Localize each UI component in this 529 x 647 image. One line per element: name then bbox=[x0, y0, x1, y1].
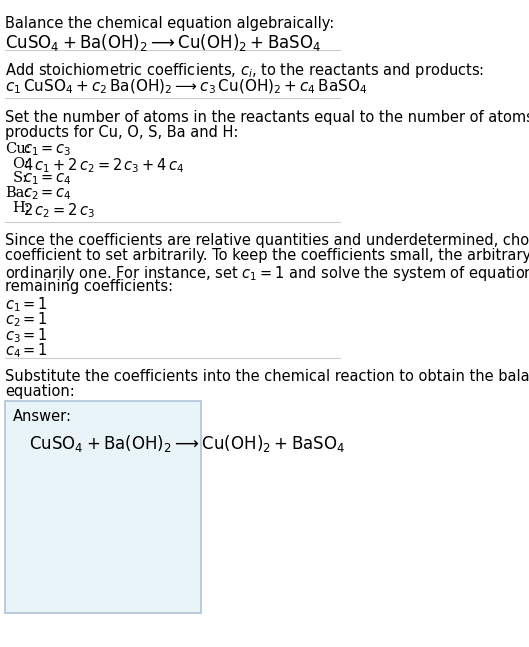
Text: products for Cu, O, S, Ba and H:: products for Cu, O, S, Ba and H: bbox=[5, 125, 238, 140]
Text: $4\,c_1 + 2\,c_2 = 2\,c_3 + 4\,c_4$: $4\,c_1 + 2\,c_2 = 2\,c_3 + 4\,c_4$ bbox=[23, 157, 184, 175]
Text: Cu:: Cu: bbox=[5, 142, 31, 156]
Text: Set the number of atoms in the reactants equal to the number of atoms in the: Set the number of atoms in the reactants… bbox=[5, 109, 529, 125]
Text: $c_1 = 1$: $c_1 = 1$ bbox=[5, 295, 48, 314]
Text: $c_3 = 1$: $c_3 = 1$ bbox=[5, 326, 48, 345]
Text: $c_2 = c_4$: $c_2 = c_4$ bbox=[23, 186, 71, 202]
Text: equation:: equation: bbox=[5, 384, 75, 399]
Text: $c_1 = c_3$: $c_1 = c_3$ bbox=[23, 142, 71, 157]
Text: Substitute the coefficients into the chemical reaction to obtain the balanced: Substitute the coefficients into the che… bbox=[5, 369, 529, 384]
Text: $2\,c_2 = 2\,c_3$: $2\,c_2 = 2\,c_3$ bbox=[23, 201, 95, 220]
Text: Balance the chemical equation algebraically:: Balance the chemical equation algebraica… bbox=[5, 16, 334, 30]
Text: $c_1 = c_4$: $c_1 = c_4$ bbox=[23, 171, 71, 187]
Text: $c_1\,\mathrm{CuSO_4} + c_2\,\mathrm{Ba(OH)_2} \longrightarrow c_3\,\mathrm{Cu(O: $c_1\,\mathrm{CuSO_4} + c_2\,\mathrm{Ba(… bbox=[5, 78, 367, 96]
Text: Ba:: Ba: bbox=[5, 186, 29, 201]
Text: $\mathrm{CuSO_4 + Ba(OH)_2 \longrightarrow Cu(OH)_2 + BaSO_4}$: $\mathrm{CuSO_4 + Ba(OH)_2 \longrightarr… bbox=[5, 32, 321, 53]
Text: H:: H: bbox=[12, 201, 30, 215]
Text: Answer:: Answer: bbox=[13, 408, 72, 424]
Text: $c_2 = 1$: $c_2 = 1$ bbox=[5, 311, 48, 329]
FancyBboxPatch shape bbox=[5, 400, 201, 613]
Text: $c_4 = 1$: $c_4 = 1$ bbox=[5, 342, 48, 360]
Text: coefficient to set arbitrarily. To keep the coefficients small, the arbitrary va: coefficient to set arbitrarily. To keep … bbox=[5, 248, 529, 263]
Text: S:: S: bbox=[12, 171, 28, 186]
Text: $\mathrm{CuSO_4 + Ba(OH)_2 \longrightarrow Cu(OH)_2 + BaSO_4}$: $\mathrm{CuSO_4 + Ba(OH)_2 \longrightarr… bbox=[29, 433, 345, 454]
Text: Since the coefficients are relative quantities and underdetermined, choose a: Since the coefficients are relative quan… bbox=[5, 233, 529, 248]
Text: Add stoichiometric coefficients, $c_i$, to the reactants and products:: Add stoichiometric coefficients, $c_i$, … bbox=[5, 61, 484, 80]
Text: remaining coefficients:: remaining coefficients: bbox=[5, 279, 173, 294]
Text: O:: O: bbox=[12, 157, 29, 171]
Text: ordinarily one. For instance, set $c_1 = 1$ and solve the system of equations fo: ordinarily one. For instance, set $c_1 =… bbox=[5, 263, 529, 283]
